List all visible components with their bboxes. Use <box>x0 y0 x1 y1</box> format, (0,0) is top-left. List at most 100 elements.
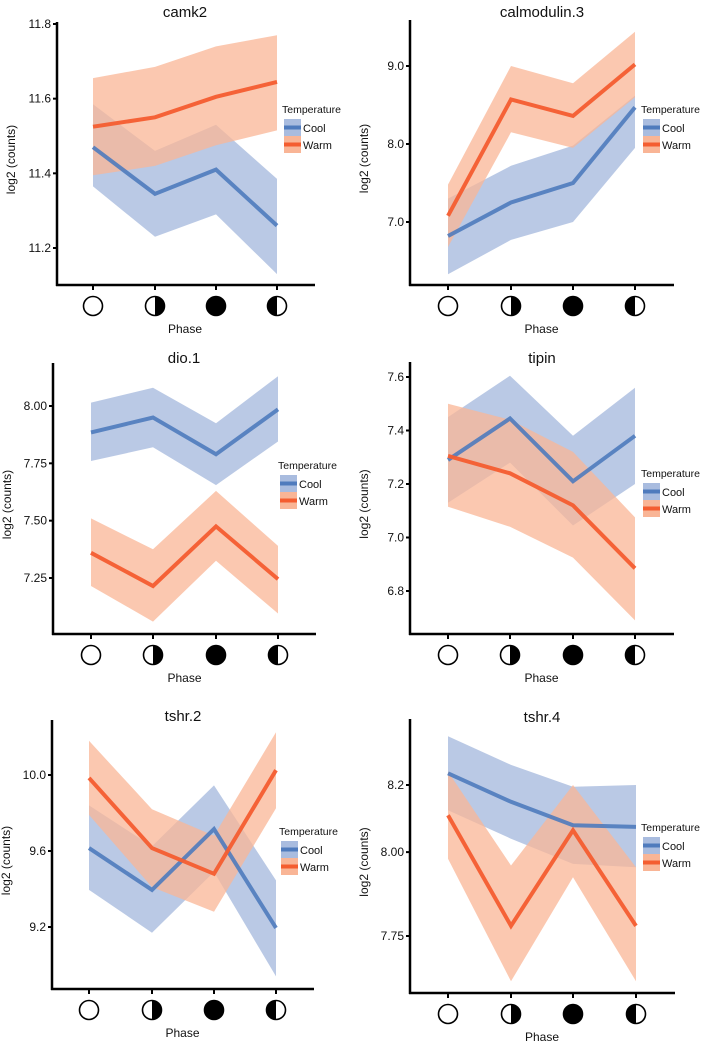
series-line-warm <box>446 62 637 217</box>
first-quarter-icon <box>141 999 163 1021</box>
last-quarter-icon <box>266 295 288 317</box>
legend-label-warm: Warm <box>299 496 328 508</box>
legend-label-cool: Cool <box>662 123 685 135</box>
first-quarter-icon <box>500 1003 522 1025</box>
y-tick-label: 7.75 <box>24 456 48 470</box>
y-tick-label: 7.6 <box>387 370 404 384</box>
legend-label-cool: Cool <box>662 841 685 853</box>
moon-shadow <box>152 1000 162 1020</box>
legend-label-cool: Cool <box>300 845 323 857</box>
series-line-cool <box>446 415 637 484</box>
last-quarter-icon <box>624 295 646 317</box>
confidence-band-cool <box>91 376 278 486</box>
legend-label-warm: Warm <box>662 504 691 516</box>
full-moon-icon <box>562 295 584 317</box>
new-moon-icon <box>80 644 102 666</box>
moon-outline <box>437 295 459 317</box>
y-tick-label: 7.50 <box>24 514 48 528</box>
y-tick-label: 7.25 <box>24 571 48 585</box>
chart-title: tshr.4 <box>524 709 561 726</box>
moon-shadow <box>625 645 635 665</box>
legend: Temperature Cool Warm <box>282 104 341 153</box>
moon-outline <box>82 295 104 317</box>
moon-shadow <box>155 296 165 316</box>
moon-shadow <box>511 296 521 316</box>
legend: Temperature Cool Warm <box>641 104 700 153</box>
legend-title: Temperature <box>279 826 338 838</box>
x-axis-label: Phase <box>168 322 202 336</box>
moon-outline <box>205 295 227 317</box>
chart-panel-tshr-2: 9.2 9.6 10.0 tshr.2 Phase log2 (counts) Temper… <box>0 708 338 1040</box>
full-moon-icon <box>562 644 584 666</box>
x-axis-label: Phase <box>525 1030 559 1044</box>
chart-panel-tipin: 6.8 7.0 7.2 7.4 7.6 tipin Phase log2 (counts) Te… <box>357 350 700 685</box>
y-axis-label: log2 (counts) <box>357 124 371 193</box>
chart-panel-camk2: 11.2 11.4 11.6 11.8 camk2 Phase log2 (counts) T… <box>4 4 341 336</box>
y-axis-label: log2 (counts) <box>0 470 14 539</box>
moon-outline <box>437 1003 459 1025</box>
moon-shadow <box>266 1000 276 1020</box>
y-tick-label: 8.00 <box>24 399 48 413</box>
y-tick-label: 7.0 <box>387 215 404 229</box>
x-axis-label: Phase <box>167 671 201 685</box>
y-tick-label: 11.6 <box>29 92 52 106</box>
legend-label-warm: Warm <box>303 140 332 152</box>
y-tick-label: 8.0 <box>387 137 404 151</box>
y-axis-label: log2 (counts) <box>0 826 13 895</box>
chart-panel-tshr-4: 7.75 8.00 8.2 tshr.4 Phase log2 (counts) Tempe… <box>357 709 700 1044</box>
y-axis-label: log2 (counts) <box>357 469 371 538</box>
y-tick-label: 9.0 <box>387 59 404 73</box>
series-line-cool <box>447 771 637 829</box>
moon-outline <box>562 295 584 317</box>
series-line-warm <box>446 814 638 930</box>
y-axis-label: log2 (counts) <box>357 827 371 896</box>
y-tick-label: 11.4 <box>29 166 52 180</box>
series-line-cool <box>91 145 279 228</box>
new-moon-icon <box>437 1003 459 1025</box>
confidence-band-cool <box>448 95 635 275</box>
legend: Temperature Cool Warm <box>641 822 700 871</box>
moon-shadow <box>511 1004 521 1024</box>
legend: Temperature Cool Warm <box>279 826 338 875</box>
moon-outline <box>205 644 227 666</box>
legend-title: Temperature <box>282 104 341 116</box>
legend-label-cool: Cool <box>299 479 322 491</box>
legend: Temperature Cool Warm <box>278 460 337 509</box>
y-tick-label: 8.00 <box>381 845 405 859</box>
legend: Temperature Cool Warm <box>641 468 700 517</box>
moon-outline <box>203 999 225 1021</box>
moon-shadow <box>268 645 278 665</box>
y-tick-label: 9.6 <box>29 844 46 858</box>
moon-shadow <box>626 1004 636 1024</box>
full-moon-icon <box>562 1003 584 1025</box>
chart-title: dio.1 <box>168 350 201 367</box>
series-line-cool <box>90 407 280 457</box>
first-quarter-icon <box>500 295 522 317</box>
y-tick-label: 11.2 <box>29 241 52 255</box>
legend-title: Temperature <box>278 460 337 472</box>
new-moon-icon <box>437 295 459 317</box>
first-quarter-icon <box>499 644 521 666</box>
chart-title: calmodulin.3 <box>500 4 584 21</box>
chart-title: tshr.2 <box>165 708 202 725</box>
series-line-warm <box>87 769 278 877</box>
moon-shadow <box>153 645 163 665</box>
last-quarter-icon <box>624 644 646 666</box>
legend-label-warm: Warm <box>662 858 691 870</box>
legend-title: Temperature <box>641 822 700 834</box>
chart-title: tipin <box>528 350 556 367</box>
moon-outline <box>437 644 459 666</box>
first-quarter-icon <box>142 644 164 666</box>
y-tick-label: 9.2 <box>29 920 46 934</box>
legend-label-cool: Cool <box>662 487 685 499</box>
new-moon-icon <box>437 644 459 666</box>
y-tick-label: 8.2 <box>387 778 404 792</box>
series-line-cool <box>447 106 637 238</box>
confidence-band-warm <box>89 732 276 912</box>
y-tick-label: 7.0 <box>387 531 404 545</box>
y-tick-label: 11.8 <box>29 17 52 31</box>
confidence-band-warm <box>448 31 635 248</box>
moon-outline <box>80 644 102 666</box>
y-tick-label: 7.4 <box>387 424 404 438</box>
